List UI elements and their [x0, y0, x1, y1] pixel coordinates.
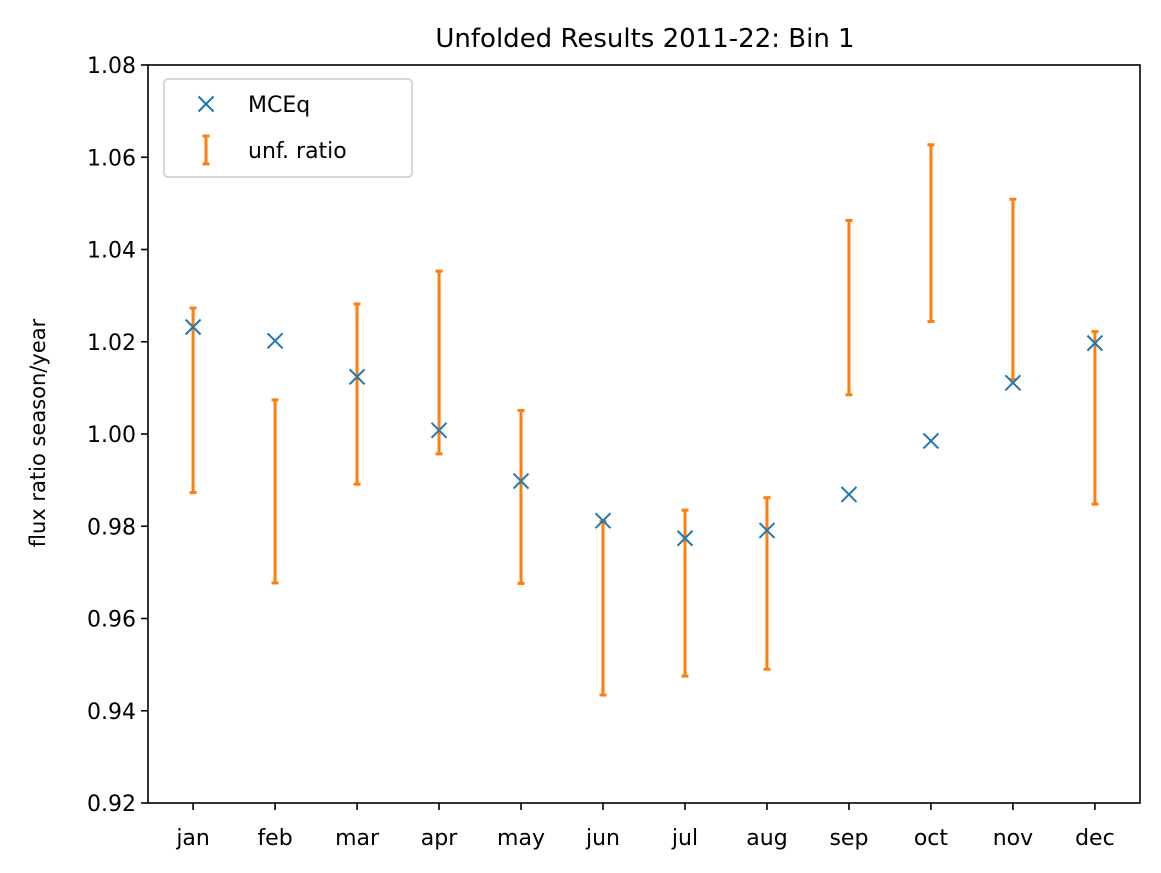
errorbar-aug [763, 496, 771, 671]
y-tick-label: 1.02 [87, 331, 136, 356]
legend-label-unf-ratio: unf. ratio [248, 139, 347, 164]
mceq-point-aug [758, 522, 776, 539]
y-tick-label: 0.98 [87, 515, 136, 540]
errorbar-oct [927, 143, 935, 323]
x-tick-label-apr: apr [421, 826, 458, 851]
y-tick-label: 1.06 [87, 146, 136, 171]
legend-box [163, 78, 413, 178]
x-tick-label-feb: feb [257, 826, 292, 851]
y-tick-label: 0.96 [87, 608, 136, 633]
errorbar-may [517, 408, 525, 585]
errorbar-nov [1009, 197, 1017, 382]
mceq-point-feb [266, 332, 284, 350]
x-tick-label-nov: nov [993, 826, 1033, 851]
y-tick-label: 1.04 [87, 239, 136, 264]
chart-title: Unfolded Results 2011-22: Bin 1 [435, 24, 854, 54]
x-tick-label-mar: mar [335, 826, 380, 851]
mceq-point-sep [840, 486, 858, 503]
mceq-point-apr [430, 422, 448, 439]
x-tick-label-may: may [497, 826, 545, 851]
mceq-point-may [512, 472, 530, 490]
errorbar-dec [1091, 330, 1099, 506]
errorbar-jun [599, 520, 607, 697]
mceq-point-nov [1004, 374, 1022, 392]
x-tick-label-jan: jan [175, 826, 210, 851]
x-tick-label-jul: jul [671, 826, 698, 851]
legend-label-mceq: MCEq [248, 93, 310, 118]
plot-area: 0.92 0.94 0.96 0.98 1.00 1.02 1.04 1.06 1.08 jan f… [87, 54, 1141, 851]
legend: MCEq unf. ratio [163, 78, 413, 178]
mceq-point-mar [348, 368, 366, 386]
mceq-point-oct [922, 432, 940, 450]
mceq-point-dec [1086, 334, 1104, 352]
x-tick-label-oct: oct [914, 826, 949, 851]
errorbar-feb [271, 398, 279, 585]
errorbar-jan [189, 306, 197, 495]
mceq-point-jul [676, 530, 694, 547]
x-tick-label-dec: dec [1075, 826, 1115, 851]
x-tick-label-aug: aug [746, 826, 787, 851]
mceq-point-jan [184, 318, 202, 336]
errorbar-apr [435, 269, 443, 456]
mceq-point-jun [594, 512, 612, 529]
y-tick-label: 0.94 [87, 700, 136, 725]
errorbar-mar [353, 302, 361, 486]
y-axis-label: flux ratio season/year [26, 318, 50, 547]
y-tick-label: 0.92 [87, 792, 136, 817]
errorbar-sep [845, 218, 853, 397]
y-tick-label: 1.00 [87, 423, 136, 448]
legend-item-unf-ratio: unf. ratio [202, 134, 347, 166]
y-tick-label: 1.08 [87, 54, 136, 79]
x-tick-label-jun: jun [585, 826, 620, 851]
x-tick-label-sep: sep [829, 826, 868, 851]
legend-item-mceq: MCEq [197, 93, 310, 118]
